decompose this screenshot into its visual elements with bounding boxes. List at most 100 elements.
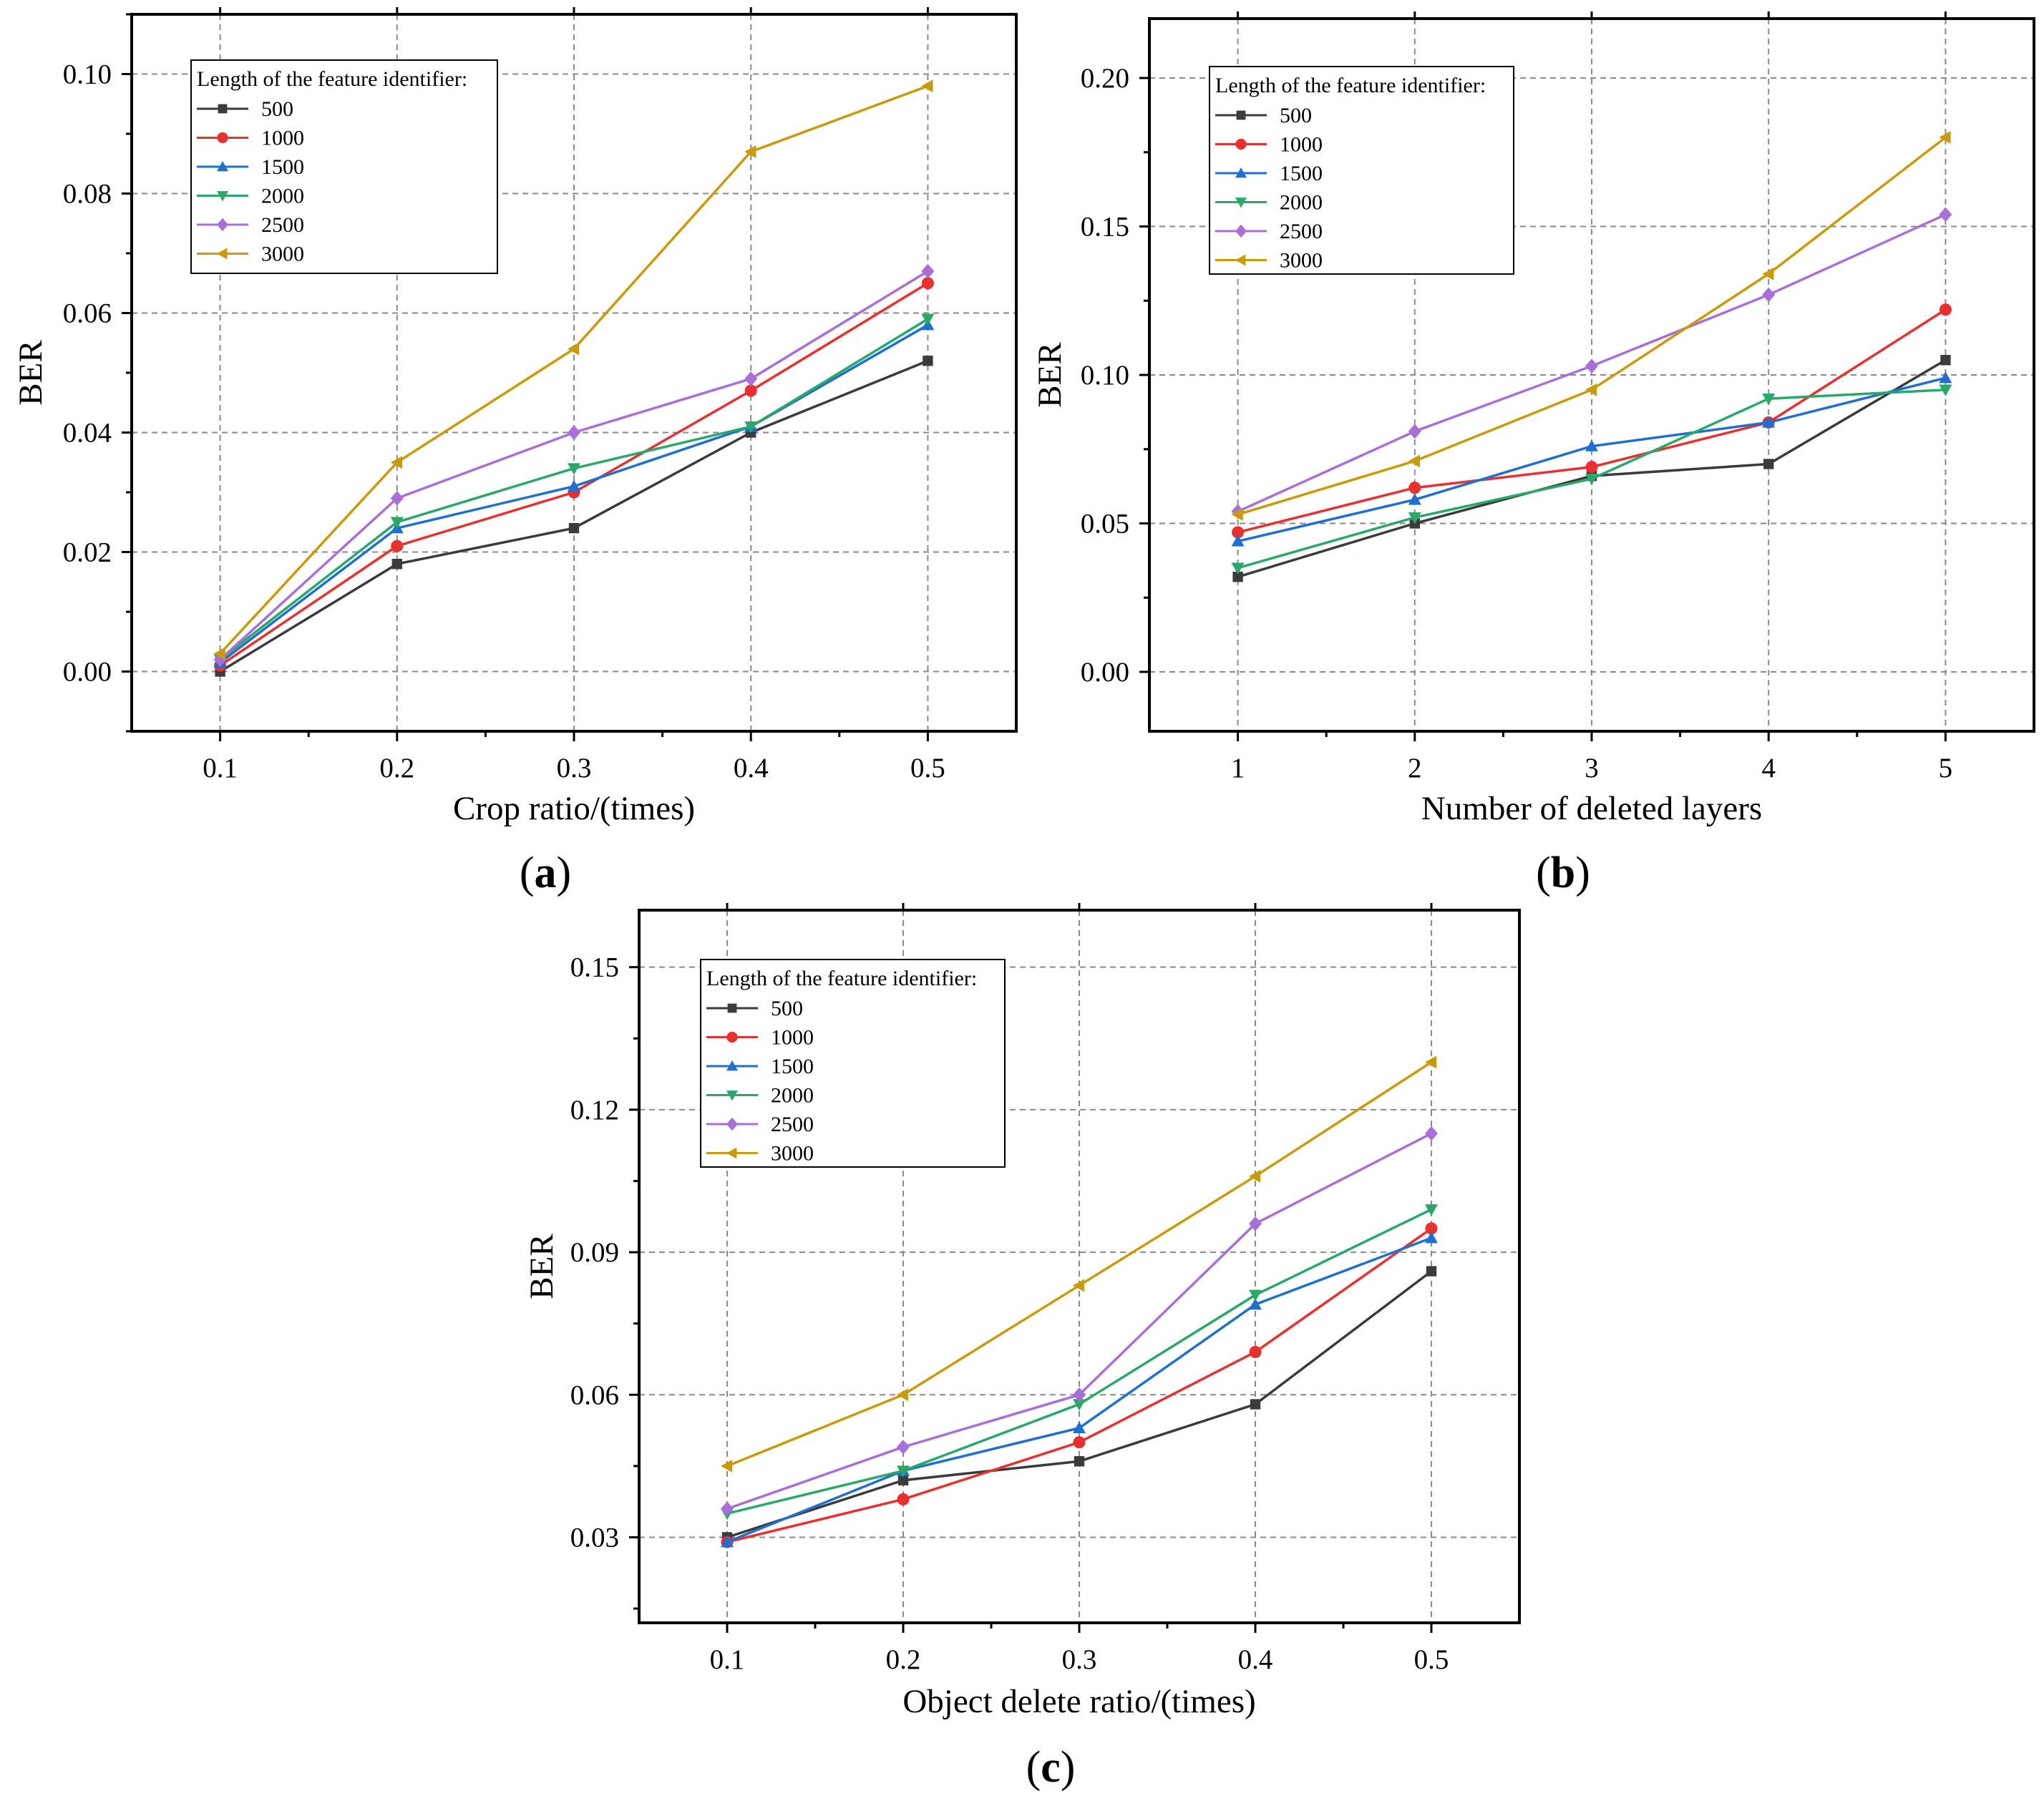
chart-a: 0.1 0.2 0.3 0.4 0.5 0.00 0.02 0.04 0.06 0.08 0.10 C… [12,7,1018,897]
y-tick-label: 0.20 [1081,63,1129,94]
legend-marker-2500 [1235,224,1247,238]
legend-marker-2500 [217,218,228,232]
series-2500 [213,263,935,668]
y-axis: 0.00 0.05 0.10 0.15 0.20 [1081,63,1149,688]
legend-label-1000: 1000 [261,127,304,150]
data-point-2000 [1762,394,1776,406]
y-tick-label: 0.03 [570,1522,619,1553]
y-tick-label: 0.06 [570,1380,619,1410]
data-point-3000 [744,145,756,159]
legend-label-2500: 2500 [261,213,304,237]
data-point-1500 [1073,1421,1086,1433]
data-point-1000 [1585,461,1598,474]
data-point-2000 [1585,474,1598,486]
data-point-2500 [1073,1387,1086,1402]
y-tick-label: 0.05 [1081,509,1129,540]
panel-label: (a) [520,849,571,897]
legend-label-3000: 3000 [1280,249,1323,273]
data-point-1500 [1762,416,1776,428]
legend-marker-1000 [1235,138,1247,150]
y-tick-label: 0.12 [570,1095,619,1126]
data-point-1500 [568,479,580,492]
legend-marker-1500 [726,1060,738,1071]
data-point-1000 [1232,526,1245,539]
data-point-3000 [1231,508,1243,522]
data-point-2500 [744,371,758,386]
data-point-2000 [1073,1399,1086,1411]
data-point-2000 [1408,512,1421,524]
x-tick-label: 3 [1585,753,1599,784]
legend-title: Length of the feature identifier: [1215,74,1486,97]
legend-label-1000: 1000 [771,1026,814,1050]
y-axis-title: BER [12,340,49,406]
data-point-500 [1074,1456,1085,1467]
data-point-2000 [1249,1289,1262,1302]
data-point-500 [391,559,402,570]
x-tick-label: 0.2 [886,1644,921,1675]
series-2500 [721,1126,1438,1516]
data-point-2500 [1762,287,1776,303]
x-tick-label: 0.5 [910,753,945,784]
y-tick-label: 0.04 [63,418,112,449]
legend-marker-2000 [1235,197,1247,208]
legend-label-1500: 1500 [261,155,304,179]
data-point-1000 [1249,1345,1262,1359]
y-axis-title: BER [1031,342,1069,408]
data-point-500 [1232,572,1243,582]
legend-marker-2000 [217,191,228,202]
data-point-1000 [1939,303,1952,316]
data-point-2500 [921,263,935,279]
y-tick-label: 0.10 [63,59,112,90]
data-point-500 [568,522,580,534]
legend-box [700,959,1006,1168]
panel-label: (c) [1026,1743,1076,1792]
x-tick-label: 1 [1231,753,1245,784]
data-point-3000 [1408,454,1420,468]
data-point-3000 [921,79,933,93]
legend-marker-500 [727,1003,737,1013]
legend-marker-1000 [217,132,228,144]
panel-label: (b) [1536,849,1590,897]
legend-title: Length of the feature identifier: [197,67,467,91]
data-point-2500 [568,425,580,440]
x-tick-label: 0.1 [710,1644,745,1675]
data-point-2000 [921,313,935,326]
legend: Length of the feature identifier: 500 1000… [1209,66,1514,275]
data-point-2000 [568,463,580,475]
x-tick-label: 5 [1939,753,1953,784]
data-point-1500 [1249,1298,1262,1310]
legend-marker-3000 [1235,254,1246,266]
data-point-500 [1426,1266,1437,1277]
data-point-1500 [1425,1231,1438,1244]
legend-label-3000: 3000 [261,243,304,266]
data-point-500 [1250,1399,1261,1410]
series-500 [721,1266,1437,1543]
data-point-1500 [1231,534,1245,547]
data-point-2000 [390,517,404,529]
data-point-500 [897,1475,909,1485]
y-axis: 0.03 0.06 0.09 0.12 0.15 [570,952,639,1610]
data-point-3000 [1762,267,1774,280]
y-tick-label: 0.15 [570,952,619,983]
data-point-1000 [1425,1222,1438,1235]
series-1500 [721,1231,1438,1548]
legend-marker-2000 [726,1090,738,1101]
legend-marker-2500 [726,1117,738,1131]
data-point-500 [1763,459,1774,469]
data-point-1000 [1408,482,1421,494]
legend-label-2500: 2500 [1280,220,1323,243]
legend-label-2000: 2000 [261,185,304,208]
legend-label-2500: 2500 [771,1113,814,1136]
series-3000 [213,79,933,660]
legend-label-1000: 1000 [1280,133,1323,157]
data-point-3000 [897,1388,909,1402]
data-point-2500 [1425,1126,1438,1141]
x-axis: 0.1 0.2 0.3 0.4 0.5 [710,903,1449,1675]
legend-marker-3000 [726,1147,737,1159]
data-point-1000 [921,277,934,290]
series-2000 [1231,384,1952,575]
data-point-1500 [721,1536,734,1548]
data-point-3000 [1585,383,1597,396]
data-point-3000 [1939,131,1951,144]
